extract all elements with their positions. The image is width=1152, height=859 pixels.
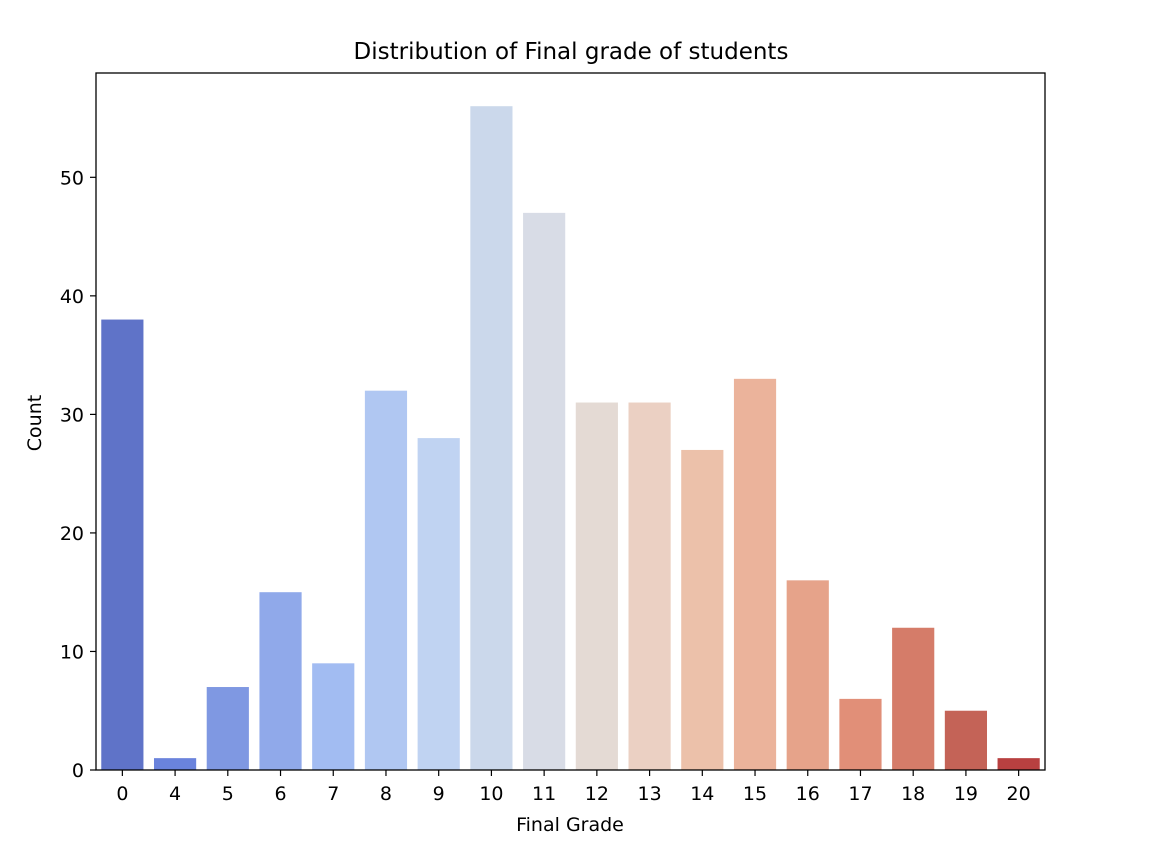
y-tick-label: 0 — [72, 760, 84, 782]
bar-grade-10 — [470, 106, 513, 770]
x-tick-label: 19 — [954, 783, 978, 805]
y-tick-label: 10 — [60, 641, 84, 663]
x-tick-label: 12 — [585, 783, 609, 805]
x-tick-label: 15 — [743, 783, 767, 805]
x-tick-label: 8 — [380, 783, 392, 805]
x-tick-label: 17 — [848, 783, 872, 805]
x-tick-label: 13 — [637, 783, 661, 805]
bar-grade-18 — [892, 627, 935, 770]
bar-grade-13 — [628, 402, 671, 770]
y-tick-label: 20 — [60, 523, 84, 545]
bar-grade-17 — [839, 698, 882, 770]
x-tick-label: 5 — [222, 783, 234, 805]
x-tick-label: 11 — [532, 783, 556, 805]
y-tick-label: 40 — [60, 286, 84, 308]
x-tick-label: 0 — [116, 783, 128, 805]
y-axis-title: Count — [24, 395, 46, 451]
x-tick-label: 14 — [690, 783, 714, 805]
bar-grade-7 — [312, 663, 355, 770]
bar-grade-4 — [153, 758, 197, 770]
bar-grade-15 — [733, 378, 777, 770]
bar-grade-19 — [944, 710, 988, 770]
bars-group — [101, 106, 1040, 770]
x-tick-label: 18 — [901, 783, 925, 805]
bar-grade-9 — [417, 438, 460, 770]
bar-grade-16 — [786, 580, 829, 770]
x-tick-label: 9 — [433, 783, 445, 805]
x-tick-label: 4 — [169, 783, 181, 805]
chart-title: Distribution of Final grade of students — [354, 39, 789, 65]
plot-frame — [95, 72, 1046, 771]
bar-grade-6 — [259, 592, 302, 770]
y-tick-label: 30 — [60, 404, 84, 426]
x-tick-label: 20 — [1007, 783, 1031, 805]
y-ticks-group: 0 10 20 30 40 50 — [60, 167, 96, 782]
x-ticks-group: 0 4 5 6 7 8 9 10 11 12 13 14 15 16 17 18 19 20 — [116, 770, 1031, 805]
y-tick-label: 50 — [60, 167, 84, 189]
x-tick-label: 6 — [274, 783, 286, 805]
bar-grade-5 — [206, 687, 249, 770]
bar-grade-12 — [575, 402, 618, 770]
x-tick-label: 16 — [796, 783, 820, 805]
bar-grade-11 — [523, 212, 566, 770]
bar-grade-0 — [101, 319, 144, 770]
bar-grade-20 — [997, 758, 1040, 770]
x-tick-label: 7 — [327, 783, 339, 805]
x-tick-label: 10 — [479, 783, 503, 805]
bar-grade-14 — [681, 449, 724, 770]
x-axis-title: Final Grade — [516, 814, 624, 836]
bar-grade-8 — [364, 390, 408, 770]
